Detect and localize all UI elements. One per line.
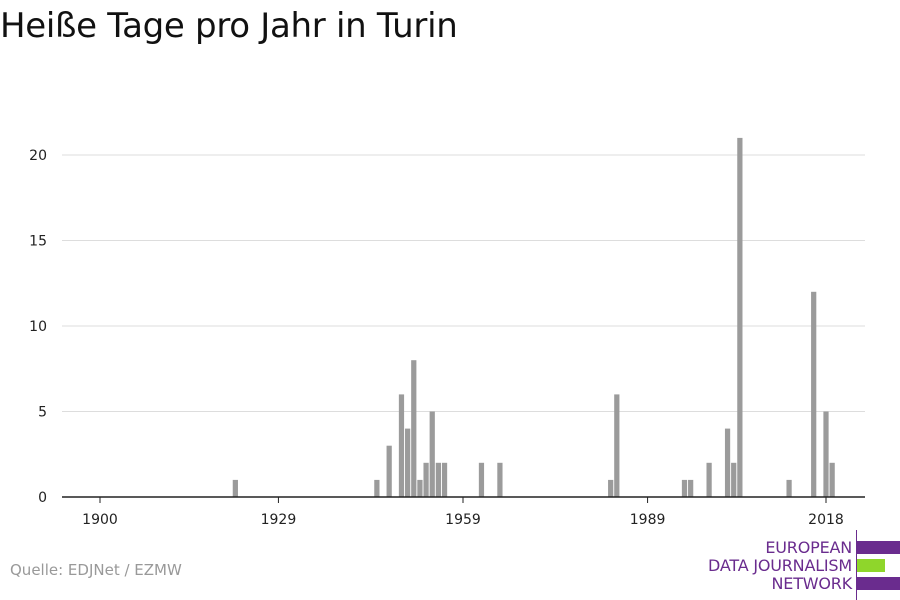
chart-title: Heiße Tage pro Jahr in Turin <box>0 6 458 46</box>
bar <box>429 411 435 497</box>
bar <box>731 462 737 497</box>
bar <box>737 137 743 497</box>
bar <box>829 462 835 497</box>
edjnet-logo: EUROPEAN DATA JOURNALISM NETWORK <box>700 530 900 600</box>
bar <box>232 479 238 497</box>
bar <box>706 462 712 497</box>
logo-bar-middle <box>857 559 885 572</box>
bar <box>681 479 688 497</box>
x-tick-label: 1929 <box>261 512 297 528</box>
bar <box>811 291 817 497</box>
y-tick-label: 15 <box>29 234 47 250</box>
bars <box>232 137 835 497</box>
gridlines <box>62 154 865 412</box>
bar <box>374 479 380 497</box>
x-tick-label: 1959 <box>445 512 481 528</box>
logo-bar-bottom <box>857 577 900 590</box>
bar <box>786 479 792 497</box>
bar <box>386 445 392 497</box>
bar <box>423 462 429 497</box>
bar <box>441 462 448 497</box>
logo-bar-top <box>857 541 900 554</box>
bar <box>608 479 614 497</box>
bar <box>417 479 423 497</box>
bar <box>688 479 694 497</box>
y-tick-label: 10 <box>29 319 47 335</box>
logo-divider <box>856 530 857 600</box>
y-tick-label: 0 <box>38 490 47 506</box>
y-tick-label: 5 <box>38 405 47 421</box>
axes: 0 5 10 15 20 1900 1929 1959 1989 2018 <box>29 148 865 528</box>
source-note: Quelle: EDJNet / EZMW <box>10 561 182 579</box>
x-tick-label: 2018 <box>808 512 844 528</box>
bar <box>398 394 405 497</box>
y-tick-label: 20 <box>29 148 47 164</box>
logo-line-network: NETWORK <box>771 574 853 593</box>
bar <box>724 428 731 497</box>
logo-line-data-journalism: DATA JOURNALISM <box>708 556 852 575</box>
bar <box>823 411 829 497</box>
x-tick-label: 1900 <box>82 512 118 528</box>
bar <box>497 462 503 497</box>
bar <box>614 394 620 497</box>
bar <box>405 428 411 497</box>
logo-line-european: EUROPEAN <box>765 538 852 557</box>
bar <box>435 462 442 497</box>
bar <box>478 462 485 497</box>
bar <box>411 360 417 497</box>
x-tick-label: 1989 <box>630 512 666 528</box>
